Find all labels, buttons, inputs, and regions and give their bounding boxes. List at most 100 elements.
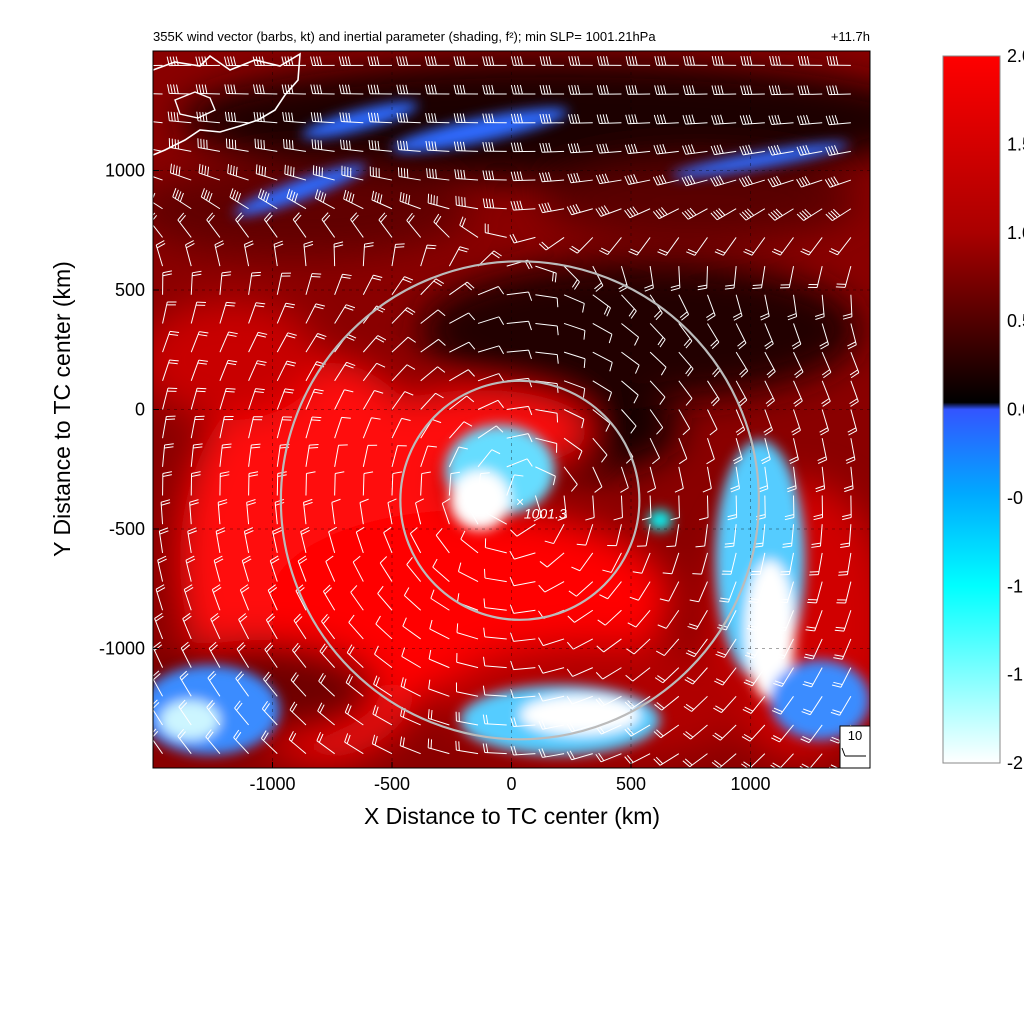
wind-barb-flag (745, 114, 750, 125)
wind-barb-flag (374, 645, 379, 655)
wind-barb (331, 502, 336, 525)
wind-barb-flag (569, 722, 576, 732)
wind-barb-flag (218, 499, 228, 503)
wind-barb (400, 685, 421, 697)
wind-barb-flag (371, 734, 376, 744)
wind-barb-flag (459, 141, 463, 151)
wind-barb-flag (220, 474, 230, 478)
wind-barb (334, 362, 347, 382)
wind-barb-flag (260, 190, 265, 200)
wind-barb-flag (687, 144, 693, 154)
wind-barb-flag (542, 85, 546, 95)
wind-barb (372, 713, 393, 726)
wind-barb (305, 273, 313, 295)
wind-barb (276, 388, 286, 410)
wind-barb (544, 581, 565, 593)
wind-barb (217, 502, 221, 525)
wind-barb-flag (678, 458, 688, 465)
wind-barb-flag (516, 200, 520, 210)
wind-barb (256, 173, 278, 181)
wind-barb (694, 237, 708, 256)
colorbar-tick-label: 0.5 (1007, 311, 1024, 331)
wind-barb-flag (653, 731, 662, 739)
wind-barb-flag (838, 571, 848, 573)
wind-barb-flag (488, 84, 492, 95)
wind-barb (721, 695, 737, 713)
wind-barb (344, 741, 364, 755)
wind-barb-flag (228, 331, 238, 335)
wind-barb-flag (541, 203, 546, 213)
wind-barb (814, 610, 823, 632)
wind-barb-flag (153, 673, 161, 681)
wind-barb-flag (509, 550, 515, 560)
wind-barb (844, 265, 852, 288)
wind-barb (267, 590, 278, 611)
wind-barb-flag (715, 678, 725, 684)
wind-barb-flag (253, 84, 256, 94)
wind-barb (506, 405, 529, 410)
wind-barb-flag (510, 632, 515, 642)
wind-barb-flag (399, 736, 403, 746)
wind-barb-flag (541, 748, 546, 758)
wind-barb-flag (633, 143, 638, 153)
wind-barb-flag (256, 112, 259, 122)
wind-barb (742, 122, 765, 125)
wind-barb-flag (183, 615, 192, 622)
wind-barb-flag (739, 399, 748, 407)
wind-barb-flag (743, 251, 753, 256)
wind-barb-flag (825, 146, 830, 156)
wind-barb (620, 466, 629, 488)
wind-barb-flag (850, 401, 859, 407)
wind-barb (484, 577, 507, 583)
wind-barb-flag (710, 396, 719, 404)
wind-barb-flag (711, 115, 715, 125)
wind-barb-flag (486, 504, 491, 514)
wind-barb-flag (196, 111, 199, 121)
wind-barb-flag (655, 312, 663, 321)
wind-barb (153, 121, 163, 124)
wind-barb (821, 466, 826, 489)
wind-barb-flag (370, 84, 374, 94)
wind-barb-flag (201, 164, 204, 175)
wind-barb (800, 150, 823, 156)
wind-barb-flag (155, 240, 165, 246)
wind-barb-flag (148, 85, 150, 94)
wind-barb-flag (653, 114, 658, 125)
wind-barb (576, 581, 594, 597)
wind-barb-flag (255, 56, 259, 66)
wind-barb-flag (345, 191, 350, 201)
wind-barb (753, 638, 766, 659)
wind-barb-flag (659, 114, 664, 124)
wind-barb-flag (626, 754, 634, 763)
wind-barb (828, 93, 851, 96)
wind-barb-flag (800, 85, 804, 95)
wind-barb (274, 502, 278, 525)
wind-barb-flag (497, 399, 505, 408)
wind-barb (628, 122, 651, 125)
wind-barb-flag (657, 624, 667, 629)
wind-barb-flag (227, 111, 231, 122)
wind-barb-flag (203, 189, 208, 199)
wind-barb-flag (242, 558, 252, 564)
y-tick-label: 0 (135, 400, 145, 420)
wind-barb (334, 473, 336, 496)
wind-barb (727, 581, 737, 603)
wind-barb-flag (430, 56, 434, 66)
wind-barb-flag (577, 450, 583, 460)
wind-barb-flag (335, 471, 345, 475)
wind-barb (373, 683, 393, 697)
wind-barb-flag (770, 211, 778, 220)
wind-barb (660, 724, 680, 739)
wind-barb-flag (233, 729, 240, 738)
wind-barb-flag (311, 273, 322, 275)
wind-barb-flag (681, 314, 689, 321)
wind-barb-flag (629, 207, 636, 216)
wind-barb-flag (738, 342, 747, 350)
wind-barb (448, 446, 460, 468)
wind-barb-flag (711, 341, 720, 350)
wind-barb-flag (485, 84, 489, 95)
wind-barb-flag (240, 584, 249, 591)
wind-barb-flag (775, 56, 779, 66)
wind-barb (362, 274, 374, 296)
wind-barb-flag (539, 143, 543, 153)
